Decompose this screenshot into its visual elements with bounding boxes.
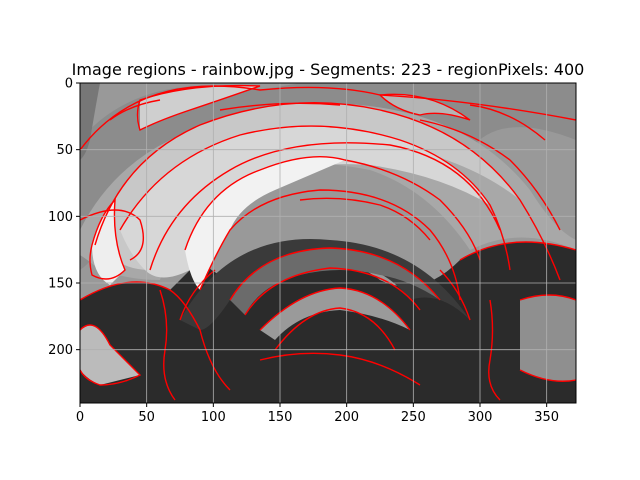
x-tick-label: 300 <box>468 410 493 425</box>
x-tick-label: 250 <box>401 410 426 425</box>
y-tick-label: 200 <box>48 343 73 358</box>
x-tick-label: 200 <box>334 410 359 425</box>
y-tick-label: 0 <box>65 77 73 92</box>
region-boundaries <box>80 84 576 401</box>
y-tick-label: 100 <box>48 210 73 225</box>
x-tick-label: 0 <box>76 410 84 425</box>
x-axis: 0 50 100 150 200 250 300 350 <box>76 403 559 425</box>
segmented-image <box>80 83 576 403</box>
y-tick-label: 50 <box>56 143 73 158</box>
axes-frame <box>79 82 577 404</box>
y-tick-label: 150 <box>48 277 73 292</box>
plot-area <box>80 83 576 403</box>
x-tick-label: 350 <box>534 410 559 425</box>
x-tick-label: 50 <box>138 410 155 425</box>
x-tick-label: 150 <box>268 410 293 425</box>
y-axis: 0 50 100 150 200 <box>48 77 80 358</box>
x-tick-label: 100 <box>201 410 226 425</box>
chart-title: Image regions - rainbow.jpg - Segments: … <box>72 60 585 79</box>
